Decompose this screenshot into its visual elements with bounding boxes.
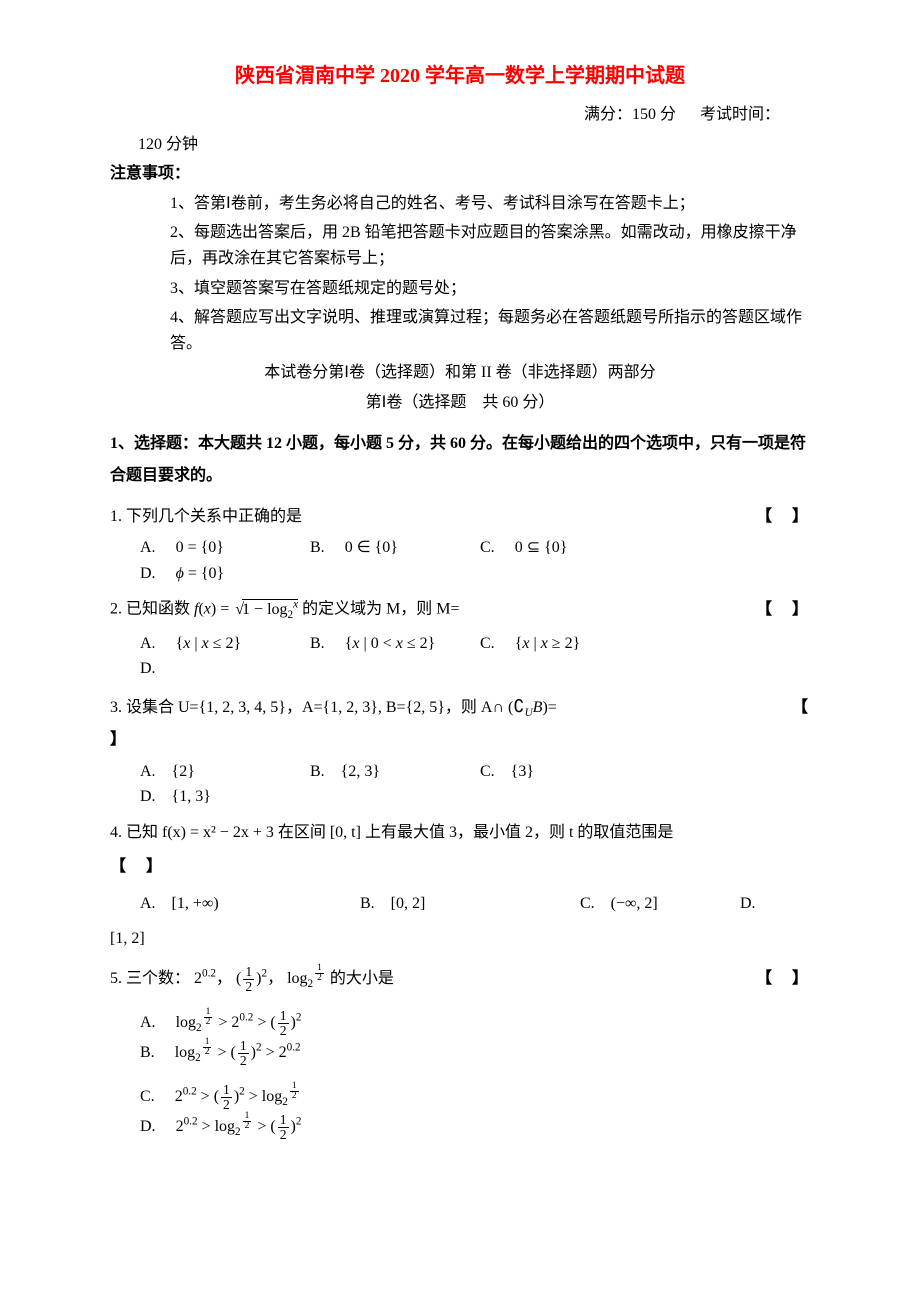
q3-choice-d: D. {1, 3} bbox=[140, 784, 310, 810]
q1-b-math: 0 ∈ {0} bbox=[345, 535, 398, 561]
q3-post: )= bbox=[542, 699, 556, 716]
q5-d-label: D. bbox=[140, 1114, 172, 1140]
q5-choice-a: A. log212 > 20.2 > (12)2 bbox=[140, 1008, 480, 1038]
answer-bracket: 【 bbox=[792, 695, 810, 721]
q1-stem: 1. 下列几个关系中正确的是 【 】 bbox=[110, 504, 810, 530]
notice-4-part1: 4、解答题应写出文字说明、推理或演算过程；每题务必在答题纸题号所指示的答题区域作… bbox=[170, 305, 810, 356]
time-label: 考试时间： bbox=[700, 106, 780, 123]
meta-row: 满分：150 分 考试时间： bbox=[110, 102, 780, 128]
answer-bracket: 【 】 bbox=[756, 597, 810, 623]
q5-choice-b: B. log212 > (12)2 > 20.2 bbox=[140, 1038, 480, 1068]
q5-c-math: 20.2 > (12)2 > log212 bbox=[175, 1082, 301, 1112]
q1-choice-d: D. ϕ = {0} bbox=[140, 561, 310, 587]
q3-pre: 3. 设集合 U={1, 2, 3, 4, 5}，A={1, 2, 3}, B=… bbox=[110, 699, 513, 716]
q5-b-math: log212 > (12)2 > 20.2 bbox=[175, 1038, 301, 1068]
q2-choice-a: A. {x | x ≤ 2} bbox=[140, 631, 310, 657]
full-score-label: 满分： bbox=[584, 106, 632, 123]
q2-c-math: {x | x ≥ 2} bbox=[515, 631, 581, 657]
q1-choice-b: B. 0 ∈ {0} bbox=[310, 535, 480, 561]
q1-choices: A. 0 = {0} B. 0 ∈ {0} C. 0 ⊆ {0} D. ϕ = … bbox=[140, 535, 810, 586]
q5-stem: 5. 三个数： 20.2， (12)2， log212 的大小是 【 】 bbox=[110, 964, 810, 994]
q2-pre: 2. 已知函数 bbox=[110, 601, 194, 618]
q3-choice-b: B. {2, 3} bbox=[310, 759, 480, 785]
q5-post: 的大小是 bbox=[330, 970, 394, 987]
q5-choices-row1: A. log212 > 20.2 > (12)2 B. log212 > (12… bbox=[140, 1008, 810, 1068]
q4-stem: 4. 已知 f(x) = x² − 2x + 3 在区间 [0, t] 上有最大… bbox=[110, 820, 810, 846]
q2-b-label: B. bbox=[310, 631, 341, 657]
q2-c-label: C. bbox=[480, 631, 511, 657]
q4-choice-a: A. [1, +∞) bbox=[140, 891, 360, 917]
q5-b-label: B. bbox=[140, 1040, 171, 1066]
q1-d-label: D. bbox=[140, 561, 172, 587]
q3-bracket-close: 】 bbox=[110, 727, 810, 753]
complement-symbol: ∁ bbox=[513, 696, 524, 716]
q3-choice-c: C. {3} bbox=[480, 759, 650, 785]
notice-3: 3、填空题答案写在答题纸规定的题号处； bbox=[170, 276, 810, 302]
q3-choices: A. {2} B. {2, 3} C. {3} D. {1, 3} bbox=[140, 759, 810, 810]
q2-stem: 2. 已知函数 f(x) = 1 − log2x 的定义域为 M，则 M= 【 … bbox=[110, 596, 810, 624]
q2-choices: A. {x | x ≤ 2} B. {x | 0 < x ≤ 2} C. {x … bbox=[140, 631, 810, 682]
notice-1: 1、答第Ⅰ卷前，考生务必将自己的姓名、考号、考试科目涂写在答题卡上； bbox=[170, 191, 810, 217]
time-value: 120 分钟 bbox=[130, 132, 810, 158]
q5-pre: 5. 三个数： bbox=[110, 970, 190, 987]
exam-title: 陕西省渭南中学 2020 学年高一数学上学期期中试题 bbox=[110, 60, 810, 92]
q3-choice-a: A. {2} bbox=[140, 759, 310, 785]
section1-head: 1、选择题：本大题共 12 小题，每小题 5 分，共 60 分。在每小题给出的四… bbox=[110, 428, 810, 492]
part1-head: 第Ⅰ卷（选择题 共 60 分） bbox=[110, 390, 810, 416]
notice-head: 注意事项： bbox=[110, 161, 810, 187]
full-score: 150 分 bbox=[632, 106, 676, 123]
q1-a-label: A. bbox=[140, 535, 172, 561]
q4-choice-d2: [1, 2] bbox=[110, 926, 810, 952]
notice-4-text: 4、解答题应写出文字说明、推理或演算过程；每题务必在答题纸题号所指示的答题区域作… bbox=[170, 309, 802, 352]
q3-stem: 3. 设集合 U={1, 2, 3, 4, 5}，A={1, 2, 3}, B=… bbox=[110, 692, 810, 723]
q4-choice-d: D. bbox=[740, 891, 780, 917]
q2-choice-c: C. {x | x ≥ 2} bbox=[480, 631, 650, 657]
q5-a-math: log212 > 20.2 > (12)2 bbox=[176, 1008, 302, 1038]
q1-a-math: 0 = {0} bbox=[176, 535, 224, 561]
answer-bracket: 【 】 bbox=[756, 966, 810, 992]
answer-bracket: 【 】 bbox=[110, 849, 810, 884]
q5-a-label: A. bbox=[140, 1010, 172, 1036]
q2-text: 2. 已知函数 f(x) = 1 − log2x 的定义域为 M，则 M= bbox=[110, 596, 460, 624]
q5-choice-c: C. 20.2 > (12)2 > log212 bbox=[140, 1082, 480, 1112]
q2-b-math: {x | 0 < x ≤ 2} bbox=[345, 631, 436, 657]
q5-d-math: 20.2 > log212 > (12)2 bbox=[176, 1112, 302, 1142]
q5-text: 5. 三个数： 20.2， (12)2， log212 的大小是 bbox=[110, 964, 394, 994]
q4-choice-b: B. [0, 2] bbox=[360, 891, 580, 917]
q2-a-math: {x | x ≤ 2} bbox=[176, 631, 242, 657]
q1-d-math: ϕ = {0} bbox=[176, 561, 225, 587]
q3-text: 3. 设集合 U={1, 2, 3, 4, 5}，A={1, 2, 3}, B=… bbox=[110, 692, 557, 723]
q1-choice-a: A. 0 = {0} bbox=[140, 535, 310, 561]
q2-a-label: A. bbox=[140, 631, 172, 657]
time-text: 120 分钟 bbox=[138, 136, 198, 153]
notice-2: 2、每题选出答案后，用 2B 铅笔把答题卡对应题目的答案涂黑。如需改动，用橡皮擦… bbox=[170, 220, 810, 271]
q1-b-label: B. bbox=[310, 535, 341, 561]
q1-c-label: C. bbox=[480, 535, 511, 561]
q4-choice-c: C. (−∞, 2] bbox=[580, 891, 740, 917]
q5-c-label: C. bbox=[140, 1084, 171, 1110]
answer-bracket: 【 】 bbox=[756, 504, 810, 530]
q4-choices: A. [1, +∞) B. [0, 2] C. (−∞, 2] D. bbox=[140, 891, 810, 917]
q5-choice-d: D. 20.2 > log212 > (12)2 bbox=[140, 1112, 480, 1142]
q2-choice-d: D. bbox=[140, 656, 310, 682]
q1-text: 1. 下列几个关系中正确的是 bbox=[110, 504, 302, 530]
q2-d-label: D. bbox=[140, 656, 156, 682]
q2-choice-b: B. {x | 0 < x ≤ 2} bbox=[310, 631, 480, 657]
q1-choice-c: C. 0 ⊆ {0} bbox=[480, 535, 650, 561]
q2-post: 的定义域为 M，则 M= bbox=[302, 601, 459, 618]
q5-choices-row2: C. 20.2 > (12)2 > log212 D. 20.2 > log21… bbox=[140, 1082, 810, 1142]
q1-c-math: 0 ⊆ {0} bbox=[515, 535, 568, 561]
structure-line: 本试卷分第Ⅰ卷（选择题）和第 II 卷（非选择题）两部分 bbox=[110, 360, 810, 386]
